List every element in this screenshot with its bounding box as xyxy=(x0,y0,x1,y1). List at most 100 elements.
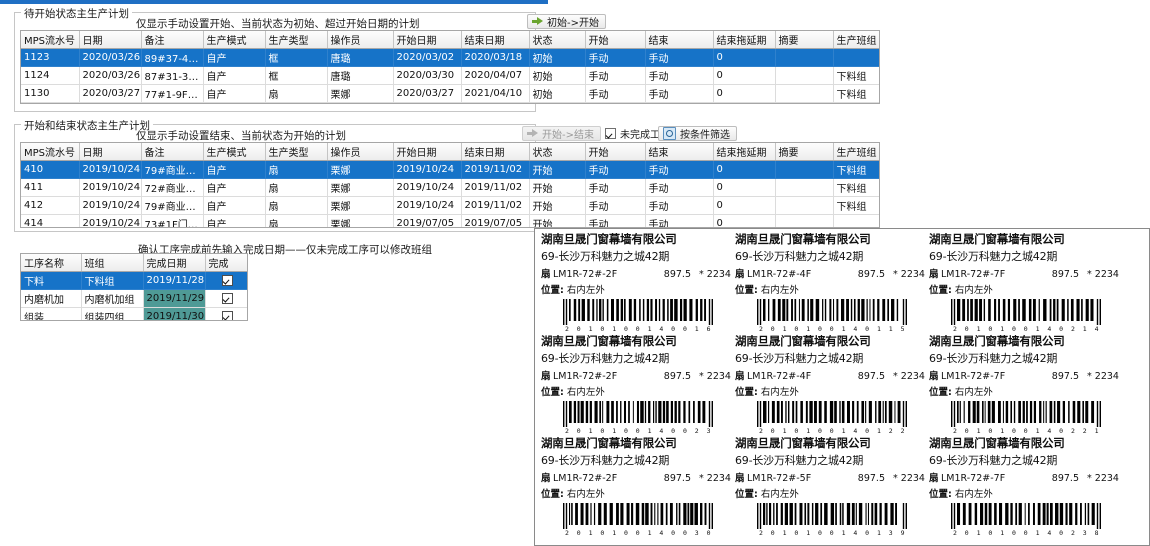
column-header[interactable]: 开始日期 xyxy=(393,31,462,49)
product-label[interactable]: 湖南旦晟门窗幕墙有限公司 69-长沙万科魅力之城42期 扇 LM1R-72#-7… xyxy=(929,435,1124,537)
table-cell[interactable]: 扇 xyxy=(265,178,328,197)
completion-checkbox-cell[interactable] xyxy=(205,271,247,290)
column-header[interactable]: 开始 xyxy=(585,143,646,161)
table-cell[interactable]: 下料组 xyxy=(833,160,879,179)
table-cell[interactable]: 自产 xyxy=(203,214,266,227)
column-header[interactable]: 结束拖延期 xyxy=(713,31,776,49)
table-cell[interactable]: 2019/07/05 xyxy=(393,214,462,227)
table-cell[interactable]: 410 xyxy=(21,160,80,179)
column-header[interactable]: 摘要 xyxy=(775,31,834,49)
table-cell[interactable]: 2020/03/27 xyxy=(393,84,462,103)
table-cell[interactable]: 自产 xyxy=(203,66,266,85)
product-label[interactable]: 湖南旦晟门窗幕墙有限公司 69-长沙万科魅力之城42期 扇 LM1R-72#-2… xyxy=(541,435,736,537)
table-cell[interactable]: 手动 xyxy=(645,84,714,103)
column-header[interactable]: 状态 xyxy=(529,143,586,161)
table-row[interactable]: 4102019/10/2479#商业地坪…自产扇栗娜2019/10/242019… xyxy=(21,160,879,179)
unfinished-process-checkbox[interactable]: 未完成工序 xyxy=(600,126,677,141)
process-name-cell[interactable]: 组装 xyxy=(21,307,82,320)
table-cell[interactable]: 79#商业窗扇 xyxy=(141,196,204,215)
column-header[interactable]: 生产类型 xyxy=(265,31,328,49)
table-cell[interactable]: 77#1-9F门扇 xyxy=(141,84,204,103)
column-header[interactable]: 生产类型 xyxy=(265,143,328,161)
completion-checkbox-cell[interactable] xyxy=(205,307,247,320)
column-header[interactable]: 完成 xyxy=(205,254,247,272)
column-header[interactable]: 完成日期 xyxy=(143,254,206,272)
table-cell[interactable]: 1124 xyxy=(21,66,80,85)
product-label[interactable]: 湖南旦晟门窗幕墙有限公司 69-长沙万科魅力之城42期 扇 LM1R-72#-4… xyxy=(735,333,930,435)
table-cell[interactable]: 79#商业地坪… xyxy=(141,160,204,179)
table-cell[interactable]: 2020/03/27 xyxy=(79,84,142,103)
table-cell[interactable]: 初始 xyxy=(529,84,586,103)
table-cell[interactable]: 2019/10/24 xyxy=(79,178,142,197)
column-header[interactable]: 结束 xyxy=(645,31,714,49)
label-preview-panel[interactable]: 湖南旦晟门窗幕墙有限公司 69-长沙万科魅力之城42期 扇 LM1R-72#-2… xyxy=(534,228,1150,546)
table-cell[interactable]: 73#1F门扇窗扇 xyxy=(141,214,204,227)
table-row[interactable]: 11232020/03/2689#37-40F门框自产框唐璐2020/03/02… xyxy=(21,48,879,67)
table-cell[interactable]: 2021/04/10 xyxy=(461,84,530,103)
column-header[interactable]: 备注 xyxy=(141,143,204,161)
table-cell[interactable]: 栗娜 xyxy=(327,214,394,227)
start-to-end-button[interactable]: 开始->结束 xyxy=(522,126,601,141)
table-cell[interactable]: 0 xyxy=(713,160,776,179)
table-cell[interactable]: 2020/03/02 xyxy=(393,48,462,67)
table-cell[interactable]: 栗娜 xyxy=(327,160,394,179)
completion-date-cell[interactable]: 2019/11/28 xyxy=(143,271,206,290)
column-header[interactable]: 生产班组 xyxy=(833,143,879,161)
table-cell[interactable]: 开始 xyxy=(529,178,586,197)
checkbox-checked-icon[interactable] xyxy=(222,292,233,304)
table-cell[interactable] xyxy=(833,48,879,67)
table-cell[interactable]: 扇 xyxy=(265,84,328,103)
column-header[interactable]: 结束 xyxy=(645,143,714,161)
table-cell[interactable]: 手动 xyxy=(585,214,646,227)
table-cell[interactable]: 2020/04/07 xyxy=(461,66,530,85)
column-header[interactable]: 工序名称 xyxy=(21,254,82,272)
column-header[interactable]: 班组 xyxy=(81,254,144,272)
table-cell[interactable]: 手动 xyxy=(645,48,714,67)
table-cell[interactable]: 2019/11/02 xyxy=(461,196,530,215)
column-header[interactable]: 结束拖延期 xyxy=(713,143,776,161)
table-cell[interactable]: 唐璐 xyxy=(327,66,394,85)
table-cell[interactable]: 手动 xyxy=(585,84,646,103)
column-header[interactable]: 操作员 xyxy=(327,143,394,161)
table-cell[interactable] xyxy=(775,160,834,179)
table-cell[interactable]: 2019/10/24 xyxy=(79,196,142,215)
table-cell[interactable]: 框 xyxy=(265,48,328,67)
table-cell[interactable]: 2019/10/24 xyxy=(79,160,142,179)
column-header[interactable]: MPS流水号 xyxy=(21,31,80,49)
init-to-start-button[interactable]: 初始->开始 xyxy=(527,14,606,29)
table-cell[interactable]: 0 xyxy=(713,178,776,197)
table-cell[interactable] xyxy=(775,66,834,85)
table-cell[interactable]: 2019/10/24 xyxy=(393,160,462,179)
column-header[interactable]: 操作员 xyxy=(327,31,394,49)
table-cell[interactable]: 2020/03/26 xyxy=(79,48,142,67)
table-cell[interactable]: 手动 xyxy=(585,48,646,67)
table-cell[interactable]: 2019/07/05 xyxy=(461,214,530,227)
table-cell[interactable] xyxy=(775,48,834,67)
product-label[interactable]: 湖南旦晟门窗幕墙有限公司 69-长沙万科魅力之城42期 扇 LM1R-72#-7… xyxy=(929,231,1124,333)
table-cell[interactable]: 下料组 xyxy=(833,84,879,103)
table-cell[interactable]: 2019/10/24 xyxy=(79,214,142,227)
process-name-cell[interactable]: 下料 xyxy=(21,271,82,290)
table-cell[interactable] xyxy=(775,84,834,103)
table-cell[interactable]: 开始 xyxy=(529,214,586,227)
table-cell[interactable] xyxy=(775,196,834,215)
table-row[interactable]: 412 2019/10/24 79#商业窗扇 自产扇栗娜 2019/10/24 2019/… xyxy=(21,196,879,215)
table-cell[interactable]: 2020/03/30 xyxy=(393,66,462,85)
table-cell[interactable]: 下料组 xyxy=(833,178,879,197)
table-row[interactable]: 4142019/10/2473#1F门扇窗扇自产扇栗娜2019/07/05201… xyxy=(21,214,879,227)
table-cell[interactable]: 2019/10/24 xyxy=(393,178,462,197)
process-grid[interactable]: 工序名称 班组 完成日期 完成 下料 下料组 2019/11/28 内磨机加 内磨机加组 201… xyxy=(20,253,248,321)
column-header[interactable]: 日期 xyxy=(79,31,142,49)
table-cell[interactable]: 1123 xyxy=(21,48,80,67)
table-cell[interactable]: 87#31-34F门框 xyxy=(141,66,204,85)
table-cell[interactable]: 手动 xyxy=(585,178,646,197)
column-header[interactable]: 生产班组 xyxy=(833,31,879,49)
table-row[interactable]: 1130 2020/03/27 77#1-9F门扇 自产扇栗娜 2020/03/27 20… xyxy=(21,84,879,103)
table-cell[interactable]: 2019/11/02 xyxy=(461,178,530,197)
column-header[interactable]: 摘要 xyxy=(775,143,834,161)
table-cell[interactable]: 2020/03/18 xyxy=(461,48,530,67)
table-cell[interactable]: 下料组 xyxy=(833,66,879,85)
table-cell[interactable]: 自产 xyxy=(203,84,266,103)
checkbox-checked-icon[interactable] xyxy=(222,274,233,286)
column-header[interactable]: 生产模式 xyxy=(203,31,266,49)
